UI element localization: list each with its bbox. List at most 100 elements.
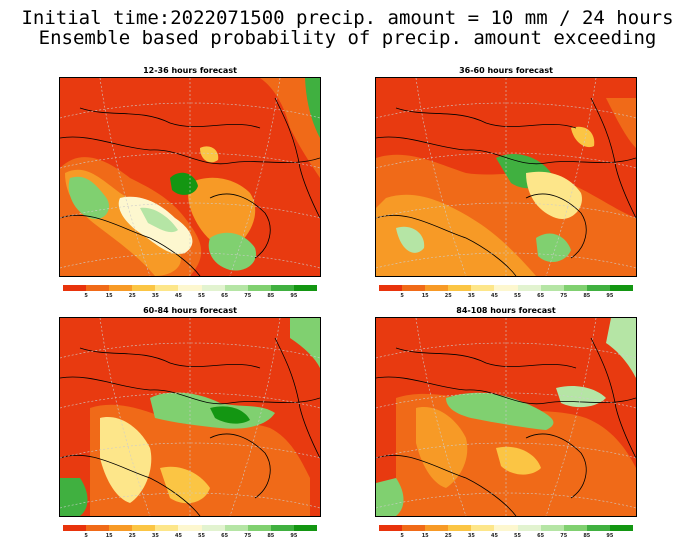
colorbar-swatch — [609, 525, 634, 531]
colorbar-swatch — [86, 525, 110, 531]
colorbar-label: 45 — [490, 533, 498, 539]
colorbar-label: 85 — [583, 533, 591, 539]
colorbar — [379, 285, 634, 291]
colorbar-label: 65 — [221, 533, 229, 539]
colorbar-swatch — [293, 525, 318, 531]
colorbar — [63, 525, 318, 531]
colorbar-swatch — [609, 285, 634, 291]
colorbar-swatch — [379, 285, 403, 291]
colorbar-label: 5 — [84, 293, 88, 299]
colorbar-label: 85 — [267, 293, 275, 299]
colorbar-label: 65 — [221, 293, 229, 299]
colorbar-label: 85 — [267, 533, 275, 539]
colorbar-swatch — [155, 525, 179, 531]
colorbar-label: 35 — [151, 533, 159, 539]
colorbar-swatch — [494, 285, 518, 291]
colorbar-label: 95 — [290, 293, 298, 299]
colorbar-swatch — [448, 285, 472, 291]
colorbar-swatch — [109, 525, 133, 531]
colorbar-labels: 5 15 25 35 45 55 65 75 85 95 — [63, 293, 317, 302]
colorbar-swatch — [425, 525, 449, 531]
colorbar-swatch — [494, 525, 518, 531]
colorbar-label: 75 — [244, 533, 252, 539]
colorbar-label: 15 — [105, 293, 113, 299]
colorbar-label: 65 — [537, 533, 545, 539]
colorbar-label: 25 — [444, 293, 452, 299]
colorbar-swatch — [402, 525, 426, 531]
panel-title: 84-108 hours forecast — [456, 306, 556, 315]
colorbar-label: 95 — [606, 533, 614, 539]
colorbar-label: 35 — [467, 293, 475, 299]
colorbar-swatch — [109, 285, 133, 291]
colorbar-label: 35 — [151, 293, 159, 299]
colorbar-label: 5 — [84, 533, 88, 539]
colorbar — [379, 525, 634, 531]
colorbar-label: 75 — [560, 293, 568, 299]
colorbar-swatch — [586, 525, 610, 531]
colorbar-label: 25 — [128, 293, 136, 299]
colorbar-swatch — [63, 525, 87, 531]
colorbar-swatch — [448, 525, 472, 531]
colorbar-label: 85 — [583, 293, 591, 299]
colorbar-swatch — [402, 285, 426, 291]
colorbar-swatch — [425, 285, 449, 291]
probability-map — [375, 77, 637, 277]
colorbar-label: 35 — [467, 533, 475, 539]
colorbar — [63, 285, 318, 291]
panel-title: 60-84 hours forecast — [143, 306, 237, 315]
colorbar-label: 45 — [174, 293, 182, 299]
colorbar-swatch — [517, 525, 541, 531]
colorbar-swatch — [270, 525, 294, 531]
colorbar-label: 95 — [606, 293, 614, 299]
probability-map — [375, 317, 637, 517]
colorbar-swatch — [132, 525, 156, 531]
colorbar-label: 65 — [537, 293, 545, 299]
colorbar-swatch — [270, 285, 294, 291]
colorbar-label: 45 — [490, 293, 498, 299]
colorbar-label: 15 — [421, 293, 429, 299]
colorbar-label: 25 — [444, 533, 452, 539]
colorbar-swatch — [247, 525, 271, 531]
colorbar-swatch — [586, 285, 610, 291]
colorbar-labels: 5 15 25 35 45 55 65 75 85 95 — [63, 533, 317, 542]
colorbar-swatch — [247, 285, 271, 291]
title-line-1: Initial time:2022071500 precip. amount =… — [21, 7, 674, 29]
colorbar-label: 75 — [244, 293, 252, 299]
colorbar-swatch — [379, 525, 403, 531]
colorbar-swatch — [471, 525, 495, 531]
colorbar-swatch — [540, 285, 564, 291]
colorbar-swatch — [178, 525, 202, 531]
colorbar-swatch — [86, 285, 110, 291]
colorbar-labels: 5 15 25 35 45 55 65 75 85 95 — [379, 533, 633, 542]
colorbar-swatch — [517, 285, 541, 291]
colorbar-label: 5 — [400, 533, 404, 539]
colorbar-swatch — [224, 285, 248, 291]
panel-title: 36-60 hours forecast — [459, 66, 553, 75]
colorbar-swatch — [132, 285, 156, 291]
colorbar-swatch — [63, 285, 87, 291]
colorbar-swatch — [471, 285, 495, 291]
colorbar-swatch — [201, 285, 225, 291]
colorbar-label: 25 — [128, 533, 136, 539]
colorbar-swatch — [563, 285, 587, 291]
panel-title: 12-36 hours forecast — [143, 66, 237, 75]
probability-map — [59, 317, 321, 517]
colorbar-labels: 5 15 25 35 45 55 65 75 85 95 — [379, 293, 633, 302]
colorbar-label: 55 — [514, 293, 522, 299]
colorbar-label: 55 — [514, 533, 522, 539]
colorbar-swatch — [563, 525, 587, 531]
colorbar-swatch — [155, 285, 179, 291]
colorbar-swatch — [293, 285, 318, 291]
colorbar-label: 75 — [560, 533, 568, 539]
colorbar-label: 95 — [290, 533, 298, 539]
colorbar-label: 15 — [421, 533, 429, 539]
colorbar-label: 55 — [198, 533, 206, 539]
colorbar-label: 45 — [174, 533, 182, 539]
colorbar-label: 55 — [198, 293, 206, 299]
colorbar-swatch — [201, 525, 225, 531]
colorbar-label: 5 — [400, 293, 404, 299]
colorbar-label: 15 — [105, 533, 113, 539]
colorbar-swatch — [178, 285, 202, 291]
probability-map — [59, 77, 321, 277]
title-line-2: Ensemble based probability of precip. am… — [38, 27, 657, 49]
